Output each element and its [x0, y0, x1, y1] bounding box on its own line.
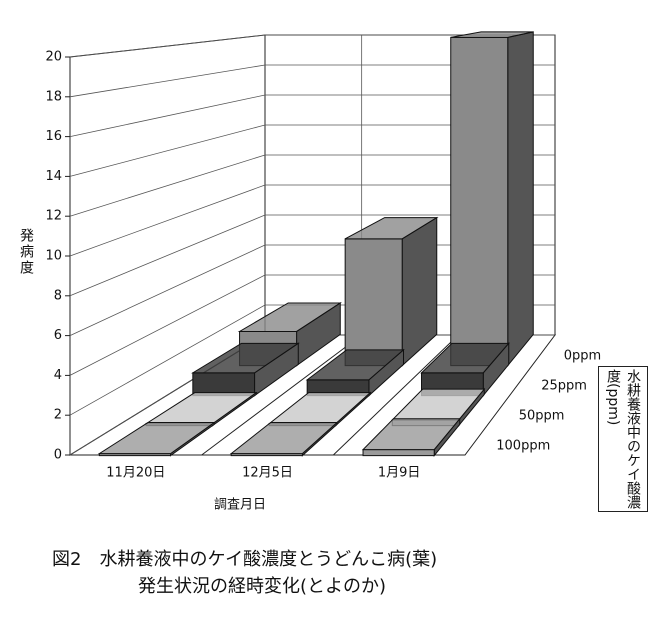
- y-tick-label: 2: [54, 408, 62, 423]
- bar-top: [191, 342, 300, 374]
- bar-front: [362, 449, 435, 457]
- y-tick-label: 12: [45, 209, 62, 224]
- y-tick-label: 4: [54, 368, 62, 383]
- x-tick-label: 12月5日: [242, 466, 293, 481]
- bar-top: [361, 418, 461, 451]
- legend-label: 0ppm: [564, 349, 601, 364]
- y-tick-label: 0: [54, 448, 62, 463]
- depth-axis-label: 水耕養液中のケイ酸濃度(ppm): [598, 366, 648, 512]
- caption-line: 図2 水耕養液中のケイ酸濃度とうどんこ病(葉): [52, 549, 438, 570]
- caption-line: 発生状況の経時変化(とよのか): [138, 576, 387, 597]
- bar-top: [344, 217, 439, 240]
- bar-top: [450, 31, 534, 38]
- x-tick-label: 11月20日: [106, 466, 165, 481]
- bar-top: [305, 349, 405, 381]
- bar-top: [97, 422, 216, 455]
- y-tick-label: 8: [54, 288, 62, 303]
- x-tick-label: 1月9日: [378, 466, 421, 481]
- y-tick-label: 6: [54, 328, 62, 343]
- bar-top: [420, 342, 510, 374]
- floor-divider: [332, 334, 459, 456]
- bar-top: [391, 388, 486, 421]
- y-axis-label: 発病度: [18, 228, 34, 276]
- bar-side: [507, 31, 534, 368]
- legend-label: 25ppm: [541, 379, 587, 394]
- y-tick-label: 16: [45, 129, 62, 144]
- bar-front: [344, 238, 403, 367]
- bar-top: [229, 422, 339, 455]
- y-tick-label: 10: [45, 249, 62, 264]
- y-tick-label: 14: [45, 169, 62, 184]
- bar-top: [144, 392, 258, 425]
- x-axis-label: 調査月日: [214, 498, 266, 513]
- floor-divider: [201, 334, 362, 456]
- y-tick-label: 20: [45, 50, 62, 65]
- legend-label: 100ppm: [496, 439, 550, 454]
- legend-label: 50ppm: [519, 409, 565, 424]
- bar-top: [237, 302, 342, 332]
- bar-front: [450, 36, 509, 367]
- bar-side: [401, 216, 438, 367]
- y-tick-label: 18: [45, 89, 62, 104]
